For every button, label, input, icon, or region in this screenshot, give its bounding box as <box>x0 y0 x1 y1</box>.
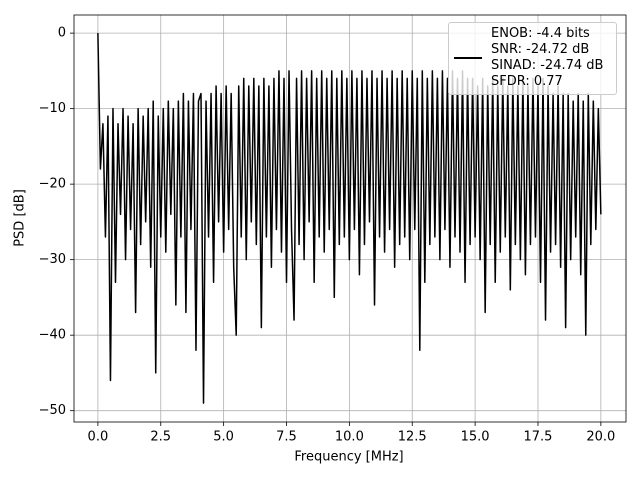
x-tick-label: 0.0 <box>88 430 109 445</box>
y-tick-label: −50 <box>39 403 66 418</box>
y-tick-label: −30 <box>39 252 66 267</box>
legend-handle <box>454 57 482 59</box>
x-tick-label: 5.0 <box>213 430 234 445</box>
x-tick-label: 15.0 <box>461 430 490 445</box>
y-tick-label: 0 <box>58 26 66 41</box>
x-tick-label: 12.5 <box>398 430 427 445</box>
x-tick-label: 17.5 <box>524 430 553 445</box>
axes-frame <box>73 14 627 423</box>
x-tick-label: 7.5 <box>276 430 297 445</box>
x-axis-label: Frequency [MHz] <box>294 450 403 465</box>
plot-area <box>97 33 602 404</box>
legend-label: ENOB: -4.4 bits SNR: -24.72 dB SINAD: -2… <box>491 26 604 89</box>
series-line <box>97 33 602 404</box>
x-tick-label: 10.0 <box>335 430 364 445</box>
x-tick-label: 20.0 <box>586 430 615 445</box>
y-axis-label: PSD [dB] <box>13 189 28 247</box>
y-tick-label: −20 <box>39 177 66 192</box>
y-tick-label: −40 <box>39 328 66 343</box>
y-tick-label: −10 <box>39 101 66 116</box>
x-tick-label: 2.5 <box>150 430 171 445</box>
legend: ENOB: -4.4 bits SNR: -24.72 dB SINAD: -2… <box>448 22 617 95</box>
